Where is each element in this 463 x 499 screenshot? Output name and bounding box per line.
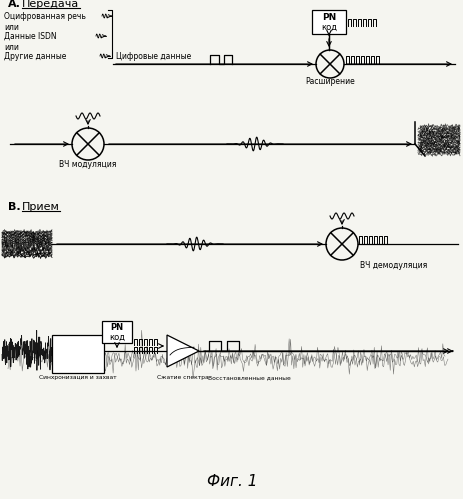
Text: Оцифрованная речь: Оцифрованная речь — [4, 12, 86, 21]
Text: код: код — [320, 22, 336, 31]
Text: Прием: Прием — [22, 202, 60, 212]
Text: Синхронизация и захват: Синхронизация и захват — [39, 375, 117, 380]
Text: ВЧ модуляция: ВЧ модуляция — [59, 160, 116, 169]
Bar — [102, 321, 131, 343]
Text: В.: В. — [8, 202, 20, 212]
Bar — [311, 10, 345, 34]
Text: код: код — [109, 332, 125, 341]
Text: Передача: Передача — [22, 0, 79, 9]
Bar — [52, 335, 104, 373]
Text: Цифровые данные: Цифровые данные — [116, 52, 191, 61]
Text: Данные ISDN: Данные ISDN — [4, 32, 56, 41]
Text: Расширение: Расширение — [305, 77, 354, 86]
Text: или: или — [4, 43, 19, 52]
Text: Фиг. 1: Фиг. 1 — [206, 474, 257, 489]
Polygon shape — [167, 335, 199, 367]
Text: PN: PN — [110, 323, 123, 332]
Text: Восстановленные данные: Восстановленные данные — [207, 375, 290, 380]
Text: А.: А. — [8, 0, 21, 9]
Text: PN: PN — [321, 12, 335, 21]
Text: ВЧ демодуляция: ВЧ демодуляция — [359, 261, 426, 270]
Text: или: или — [4, 23, 19, 32]
Text: Сжатие спектра: Сжатие спектра — [157, 375, 208, 380]
Text: Другие данные: Другие данные — [4, 52, 66, 61]
